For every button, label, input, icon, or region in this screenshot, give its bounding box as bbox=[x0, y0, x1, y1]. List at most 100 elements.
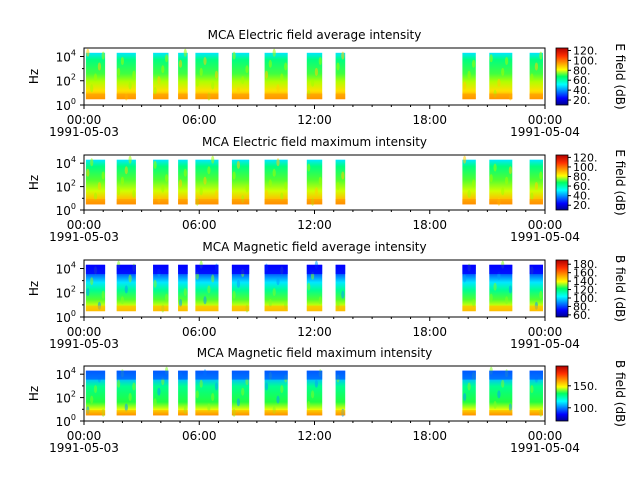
x-tick-label: 00:00 bbox=[67, 325, 102, 339]
intensity-feature bbox=[153, 279, 157, 288]
y-tick-label: 102 bbox=[56, 179, 76, 195]
intensity-feature bbox=[178, 59, 183, 68]
intensity-feature bbox=[183, 48, 187, 57]
intensity-feature bbox=[232, 290, 236, 299]
low-frequency-band bbox=[529, 93, 543, 100]
x-tick-label: 12:00 bbox=[297, 218, 332, 232]
x-tick-label: 06:00 bbox=[182, 113, 217, 127]
colorbar-tick-label: 60. bbox=[573, 74, 591, 87]
x-date-label: 1991-05-04 bbox=[510, 230, 580, 244]
intensity-feature bbox=[236, 398, 240, 407]
colorbar-tick-label: 80. bbox=[573, 171, 591, 184]
intensity-feature bbox=[284, 62, 288, 71]
intensity-feature bbox=[93, 73, 98, 82]
intensity-feature bbox=[534, 62, 539, 71]
colorbar-tick-label: 180. bbox=[573, 258, 598, 271]
intensity-feature bbox=[86, 48, 90, 57]
intensity-feature bbox=[530, 385, 534, 394]
x-tick-label: 06:00 bbox=[182, 218, 217, 232]
intensity-feature bbox=[272, 48, 276, 57]
intensity-feature bbox=[165, 293, 169, 302]
x-date-label: 1991-05-03 bbox=[49, 441, 119, 455]
intensity-feature bbox=[178, 299, 183, 307]
intensity-feature bbox=[508, 403, 512, 412]
low-frequency-band bbox=[529, 199, 543, 205]
data-pass bbox=[306, 52, 323, 100]
intensity-feature bbox=[241, 387, 245, 396]
intensity-feature bbox=[463, 81, 467, 90]
intensity-feature bbox=[132, 382, 136, 391]
low-frequency-band bbox=[85, 93, 106, 100]
high-frequency-band bbox=[529, 264, 543, 275]
intensity-feature bbox=[467, 382, 471, 391]
data-pass bbox=[306, 370, 323, 416]
data-pass bbox=[489, 159, 513, 205]
data-pass bbox=[231, 370, 250, 416]
intensity-feature bbox=[501, 379, 505, 388]
colorbar-tick-label: 120. bbox=[573, 284, 598, 297]
low-frequency-band bbox=[178, 199, 188, 205]
low-frequency-band bbox=[85, 199, 106, 205]
high-frequency-band bbox=[264, 264, 288, 275]
intensity-feature bbox=[86, 168, 90, 177]
intensity-feature bbox=[276, 277, 280, 286]
data-pass bbox=[264, 52, 288, 100]
data-pass bbox=[462, 159, 476, 205]
intensity-feature bbox=[276, 158, 280, 167]
panel-3: MCA Magnetic field average intensity 100 1… bbox=[27, 240, 627, 351]
low-frequency-band bbox=[195, 199, 219, 205]
colorbar-gradient bbox=[555, 365, 569, 422]
intensity-feature bbox=[195, 78, 199, 87]
intensity-feature bbox=[497, 78, 501, 87]
data-pass bbox=[85, 264, 106, 312]
intensity-feature bbox=[120, 296, 124, 305]
intensity-feature bbox=[463, 155, 467, 164]
intensity-feature bbox=[314, 187, 318, 196]
panel-title: MCA Magnetic field average intensity bbox=[202, 240, 426, 254]
intensity-feature bbox=[493, 400, 497, 409]
intensity-feature bbox=[489, 54, 493, 63]
low-frequency-band bbox=[231, 199, 250, 205]
data-pass bbox=[153, 52, 169, 100]
colorbar-label: E field (dB) bbox=[613, 149, 627, 215]
data-pass bbox=[306, 159, 323, 205]
data-pass bbox=[529, 52, 543, 100]
intensity-feature bbox=[505, 296, 509, 305]
intensity-feature bbox=[489, 293, 493, 302]
panel-title: MCA Magnetic field maximum intensity bbox=[197, 346, 433, 360]
high-frequency-band bbox=[335, 370, 346, 380]
low-frequency-band bbox=[153, 410, 169, 416]
high-frequency-band bbox=[462, 264, 476, 275]
x-tick-label: 12:00 bbox=[297, 113, 332, 127]
data-pass bbox=[264, 370, 288, 416]
heatmap-strips bbox=[85, 48, 543, 101]
x-tick-label: 00:00 bbox=[67, 113, 102, 127]
x-tick-label: 00:00 bbox=[528, 218, 563, 232]
intensity-feature bbox=[128, 155, 132, 164]
panel-title: MCA Electric field maximum intensity bbox=[202, 135, 427, 149]
colorbar-gradient bbox=[555, 154, 569, 211]
y-tick-label: 102 bbox=[56, 73, 76, 89]
intensity-feature bbox=[211, 155, 215, 164]
intensity-feature bbox=[236, 279, 240, 288]
intensity-feature bbox=[199, 67, 203, 76]
colorbar-tick-label: 40. bbox=[573, 190, 591, 203]
intensity-feature bbox=[132, 189, 136, 198]
y-tick-label: 100 bbox=[56, 97, 76, 113]
data-pass bbox=[231, 159, 250, 205]
intensity-feature bbox=[232, 171, 236, 180]
intensity-feature bbox=[120, 176, 124, 185]
intensity-feature bbox=[307, 400, 311, 409]
low-frequency-band bbox=[116, 410, 136, 416]
intensity-feature bbox=[501, 67, 505, 76]
intensity-feature bbox=[165, 174, 169, 183]
panel-4: MCA Magnetic field maximum intensity 100 1… bbox=[27, 346, 627, 455]
intensity-feature bbox=[120, 57, 124, 65]
data-pass bbox=[153, 264, 169, 312]
intensity-feature bbox=[307, 163, 311, 172]
intensity-feature bbox=[90, 277, 94, 286]
high-frequency-band bbox=[335, 264, 346, 275]
high-frequency-band bbox=[462, 370, 476, 380]
x-tick-label: 00:00 bbox=[67, 429, 102, 443]
intensity-feature bbox=[195, 390, 199, 399]
